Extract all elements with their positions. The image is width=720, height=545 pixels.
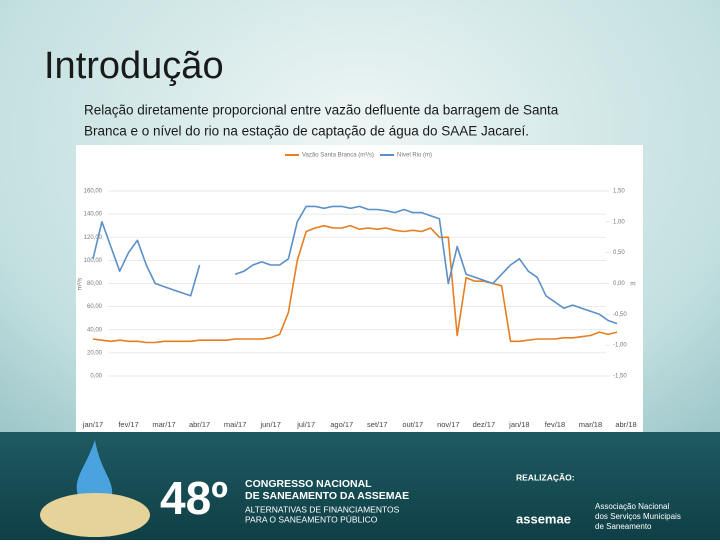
body-text: Branca e o nível do rio na estação de ca… [84,124,529,139]
x-tick-label: out/17 [402,420,423,429]
x-tick-label: ago/17 [330,420,353,429]
y2-tick-label: 1,50 [613,189,625,195]
x-tick-label: mar/17 [152,420,175,429]
congress-name: CONGRESSO NACIONAL [245,478,372,490]
congress-theme: PARA O SANEAMENTO PÚBLICO [245,514,378,524]
x-tick-label: set/17 [367,420,387,429]
y-tick-label: 140,00 [84,212,103,218]
org-name: Associação Nacional [595,502,669,511]
y-tick-label: 100,00 [84,258,103,264]
y-tick-label: 60,00 [87,304,103,310]
y-tick-label: 20,00 [87,350,103,356]
x-tick-label: dez/17 [473,420,496,429]
congress-theme: ALTERNATIVAS DE FINANCIAMENTOS [245,504,400,514]
edition: 48º [160,472,228,524]
realization: REALIZAÇÃO: [516,472,575,482]
y-tick-label: 120,00 [84,235,103,241]
x-tick-label: jan/17 [82,420,103,429]
x-tick-label: jul/17 [296,420,315,429]
chart-background [76,145,643,432]
congress-name: DE SANEAMENTO DA ASSEMAE [245,490,409,502]
y-tick-label: 80,00 [87,281,103,287]
org-name: dos Serviços Municipais [595,512,681,521]
y-tick-label: 160,00 [84,189,103,195]
chart: 0,00 20,00 40,00 60,00 80,00 100,00 120,00 140,… [77,153,637,429]
y2-tick-label: 1,00 [613,219,625,225]
y-tick-label: 40,00 [87,327,103,333]
y2-axis-label: m [630,281,635,288]
x-tick-label: abr/17 [189,420,210,429]
body-text: Relação diretamente proporcional entre v… [84,103,559,118]
series-line [92,224,618,344]
y2-tick-label: -1,50 [613,374,627,380]
x-tick-label: jan/18 [508,420,529,429]
y-tick-label: 0,00 [90,374,102,380]
x-tick-label: mar/18 [579,420,602,429]
org-short: assemae [516,511,571,526]
y2-tick-label: -1,00 [613,343,627,349]
y-axis-label: m³/s [77,277,84,290]
x-tick-label: jun/17 [259,420,280,429]
series-line [92,205,618,325]
x-tick-label: nov/17 [437,420,460,429]
legend-label: Nível Rio (m) [397,153,432,159]
y2-tick-label: 0,00 [613,281,625,287]
x-tick-label: mai/17 [224,420,247,429]
x-tick-label: fev/17 [118,420,138,429]
logo-base [40,493,150,537]
x-tick-label: abr/18 [615,420,636,429]
y2-tick-label: -0,50 [613,312,627,318]
x-tick-label: fev/18 [545,420,565,429]
org-name: de Saneamento [595,522,652,531]
legend-label: Vazão Santa Branca (m³/s) [302,153,374,159]
y2-tick-label: 0,50 [613,250,625,256]
slide-title: Introdução [44,45,224,87]
